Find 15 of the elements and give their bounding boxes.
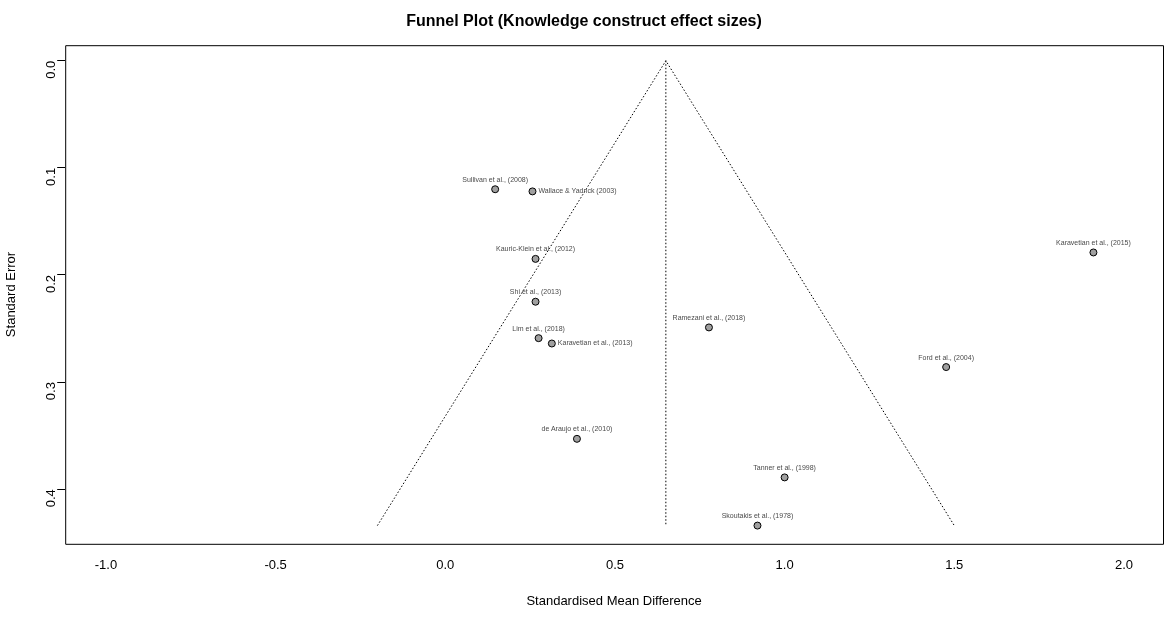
x-tick-label: 1.0 bbox=[775, 557, 794, 573]
y-tick-label: 0.4 bbox=[42, 489, 58, 508]
y-tick-label: 0.2 bbox=[42, 274, 58, 294]
x-tick-label: -0.5 bbox=[264, 557, 287, 573]
x-tick-label: 2.0 bbox=[1114, 557, 1134, 573]
chart-title: Funnel Plot (Knowledge construct effect sizes) bbox=[406, 12, 762, 30]
x-axis-title: Standardised Mean Difference bbox=[526, 592, 702, 608]
y-tick-label: 0.1 bbox=[42, 167, 58, 186]
y-tick-label: 0.0 bbox=[42, 60, 58, 79]
x-tick-label: -1.0 bbox=[94, 557, 118, 573]
x-tick-label: 0.0 bbox=[436, 557, 455, 573]
y-axis-title: Standard Error bbox=[3, 251, 19, 338]
y-tick-label: 0.3 bbox=[42, 382, 58, 401]
x-tick-label: 1.5 bbox=[945, 557, 964, 573]
x-tick-label: 0.5 bbox=[605, 557, 624, 573]
